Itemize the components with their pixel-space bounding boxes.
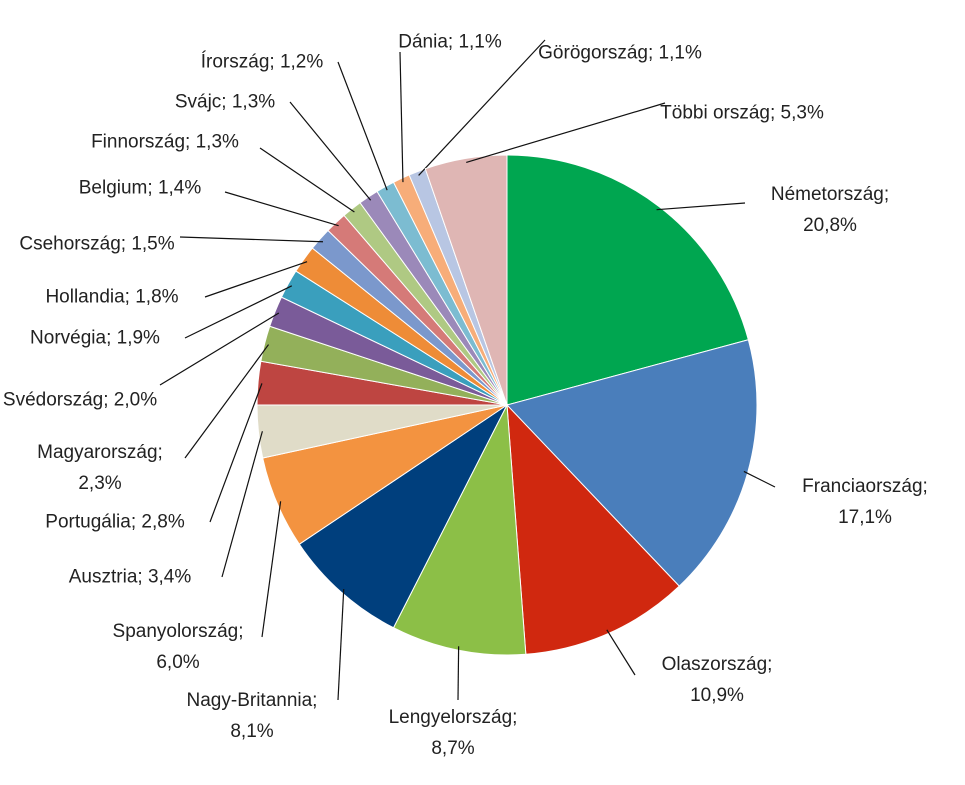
- pie-slice: [424, 154, 508, 406]
- data-label: Csehország; 1,5%: [19, 233, 175, 255]
- leader-line: [184, 285, 293, 339]
- data-label: Franciaország; 17,1%: [802, 476, 928, 528]
- data-label: Ausztria; 3,4%: [68, 566, 192, 588]
- leader-line: [466, 102, 666, 163]
- data-label: Magyarország; 2,3%: [37, 442, 163, 494]
- pie-slice: [506, 339, 758, 587]
- data-label: Olaszország; 10,9%: [661, 654, 773, 706]
- leader-line: [399, 51, 404, 183]
- data-label: Svédország; 2,0%: [2, 389, 158, 411]
- data-label: Svájc; 1,3%: [174, 91, 276, 113]
- leader-line: [606, 629, 636, 676]
- data-label: Finnország; 1,3%: [91, 131, 239, 153]
- leader-line: [743, 470, 776, 488]
- leader-line: [261, 501, 282, 638]
- data-label: Belgium; 1,4%: [78, 177, 202, 199]
- data-label: Hollandia; 1,8%: [45, 286, 179, 308]
- data-label: Többi ország; 5,3%: [660, 102, 824, 124]
- pie-slice: [392, 403, 527, 656]
- pie-slice: [506, 154, 749, 406]
- leader-line: [337, 61, 388, 191]
- leader-line: [259, 147, 355, 213]
- leader-line: [209, 383, 263, 523]
- data-label: Lengyelország; 8,7%: [388, 707, 518, 759]
- data-label: Spanyolország; 6,0%: [112, 621, 244, 673]
- leader-line: [224, 191, 339, 227]
- data-label: Írország; 1,2%: [200, 51, 324, 73]
- leader-line: [204, 261, 308, 298]
- leader-line: [457, 646, 460, 701]
- data-label: Görögország; 1,1%: [538, 42, 702, 64]
- data-label: Portugália; 2,8%: [45, 511, 185, 533]
- leader-line: [221, 431, 263, 578]
- leader-line: [289, 101, 372, 201]
- data-label: Nagy-Britannia; 8,1%: [186, 690, 318, 742]
- leader-line: [337, 588, 345, 701]
- leader-line: [179, 236, 324, 243]
- data-label: Norvégia; 1,9%: [30, 327, 160, 349]
- leader-line: [656, 202, 746, 211]
- data-label: Dánia; 1,1%: [398, 31, 502, 53]
- data-label: Németország; 20,8%: [770, 184, 890, 236]
- leader-line: [418, 39, 546, 176]
- leader-line: [184, 344, 270, 459]
- leader-line: [159, 312, 280, 386]
- pie-slice: [298, 403, 509, 629]
